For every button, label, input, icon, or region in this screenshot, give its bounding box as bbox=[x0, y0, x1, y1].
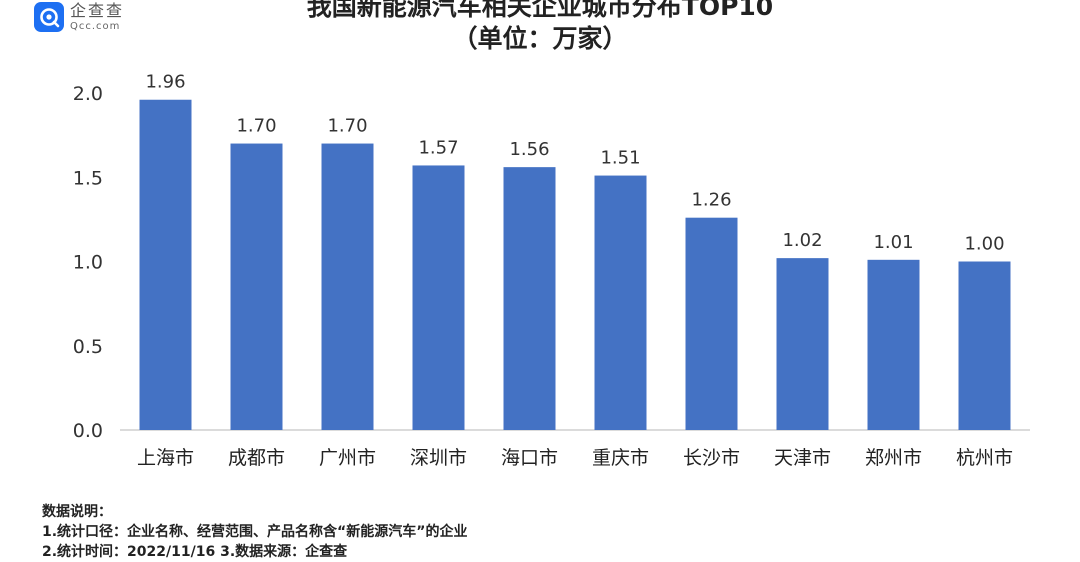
notes-line-1: 1.统计口径：企业名称、经营范围、产品名称含“新能源汽车”的企业 bbox=[42, 524, 468, 540]
category-label: 上海市 bbox=[137, 447, 194, 469]
data-notes: 数据说明： 1.统计口径：企业名称、经营范围、产品名称含“新能源汽车”的企业 2… bbox=[42, 502, 467, 562]
y-tick-label: 2.0 bbox=[73, 83, 103, 105]
data-label: 1.01 bbox=[873, 232, 913, 253]
brand-domain: Qcc.com bbox=[70, 20, 121, 32]
data-label: 1.56 bbox=[509, 139, 549, 160]
data-label: 1.26 bbox=[691, 190, 731, 211]
bar bbox=[958, 261, 1011, 430]
brand-name: 企查查 bbox=[70, 0, 125, 20]
y-tick-label: 0.5 bbox=[73, 336, 103, 358]
category-label: 广州市 bbox=[319, 447, 376, 469]
category-label: 重庆市 bbox=[592, 447, 649, 469]
category-label: 天津市 bbox=[774, 447, 831, 469]
y-tick-label: 1.0 bbox=[73, 252, 103, 274]
data-label: 1.51 bbox=[600, 148, 640, 169]
category-label: 海口市 bbox=[501, 447, 558, 469]
bar bbox=[412, 165, 465, 430]
notes-line-2: 2.统计时间：2022/11/16 3.数据来源：企查查 bbox=[42, 544, 348, 560]
chart-subtitle: （单位：万家） bbox=[452, 24, 628, 53]
bar bbox=[867, 259, 920, 430]
category-label: 成都市 bbox=[228, 447, 285, 469]
bar bbox=[594, 175, 647, 430]
category-label: 杭州市 bbox=[956, 447, 1013, 469]
data-label: 1.96 bbox=[145, 72, 185, 93]
data-label: 1.02 bbox=[782, 230, 822, 251]
bar bbox=[321, 143, 374, 431]
y-tick-label: 0.0 bbox=[73, 420, 103, 442]
brand-logo: 企查查 Qcc.com bbox=[34, 2, 124, 32]
notes-heading: 数据说明： bbox=[42, 504, 112, 520]
category-label: 深圳市 bbox=[410, 447, 467, 469]
data-label: 1.70 bbox=[236, 116, 276, 137]
chart-title: 我国新能源汽车相关企业城市分布TOP10 bbox=[306, 0, 774, 21]
bar bbox=[503, 167, 556, 430]
category-label: 郑州市 bbox=[865, 447, 922, 469]
qcc-logo-icon bbox=[34, 2, 64, 32]
bar bbox=[139, 99, 192, 431]
data-label: 1.70 bbox=[327, 116, 367, 137]
bar bbox=[685, 217, 738, 430]
bar bbox=[230, 143, 283, 431]
data-label: 1.00 bbox=[964, 234, 1004, 255]
y-tick-label: 1.5 bbox=[73, 167, 103, 189]
data-label: 1.57 bbox=[418, 137, 458, 158]
category-label: 长沙市 bbox=[683, 447, 740, 469]
bar bbox=[776, 258, 829, 430]
bar-chart: 0.0 0.5 1.0 1.5 2.0 1.96 上海市 1.70 成都市 1.70 广州市 1.57… bbox=[73, 72, 1030, 469]
